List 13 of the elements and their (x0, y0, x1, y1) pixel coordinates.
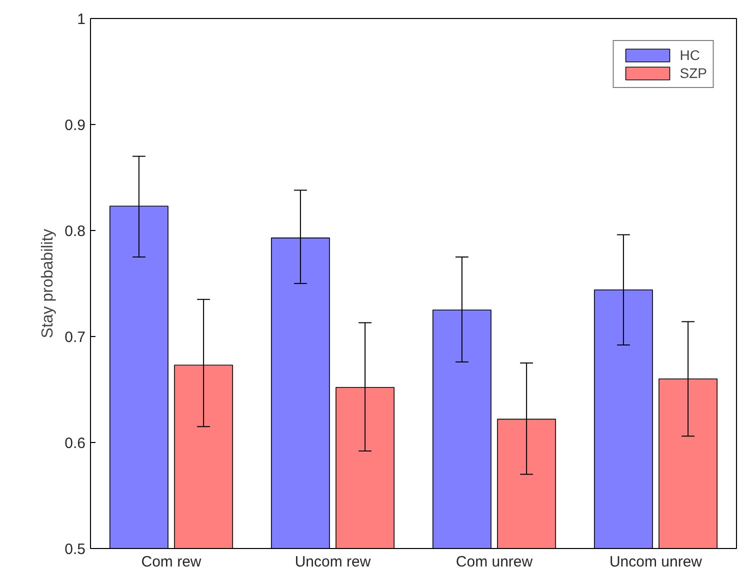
x-tick-label: Com unrew (456, 554, 533, 570)
y-tick-label: 0.7 (64, 329, 86, 346)
y-tick-label: 0.8 (64, 223, 86, 240)
y-tick-label: 0.9 (64, 117, 86, 134)
legend-label: HC (680, 47, 700, 63)
y-tick-label: 0.5 (64, 541, 86, 558)
x-tick-label: Com rew (141, 554, 202, 570)
y-tick-label: 1 (77, 11, 86, 28)
legend-label: SZP (680, 65, 707, 81)
y-axis-title: Stay probability (40, 228, 57, 338)
y-tick-label: 0.6 (64, 435, 86, 452)
x-tick-label: Uncom rew (294, 554, 371, 570)
x-tick-label: Uncom unrew (609, 554, 702, 570)
